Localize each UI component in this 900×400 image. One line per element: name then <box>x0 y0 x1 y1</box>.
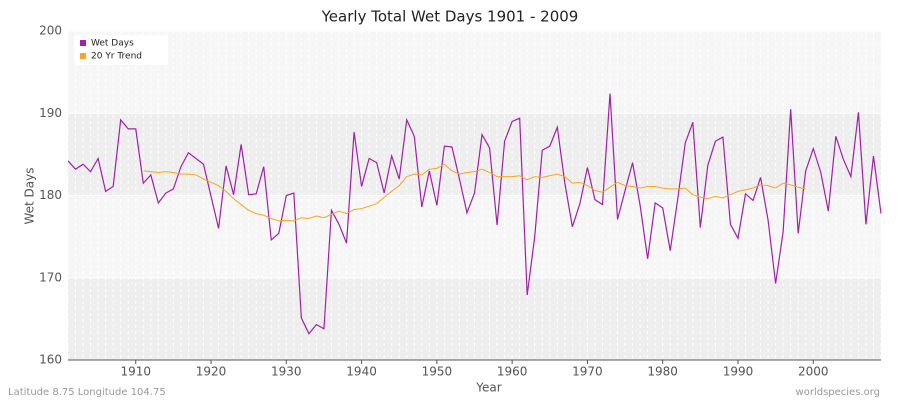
legend-box <box>74 35 168 65</box>
legend-label: Wet Days <box>91 39 134 49</box>
x-tick-label: 1950 <box>422 365 453 379</box>
y-axis-label: Wet Days <box>23 167 37 224</box>
legend-label: 20 Yr Trend <box>91 52 142 62</box>
x-tick-label: 1990 <box>723 365 754 379</box>
y-tick-label: 160 <box>39 353 62 367</box>
x-tick-label: 1920 <box>196 365 227 379</box>
footer-right: worldspecies.org <box>796 387 880 398</box>
legend-swatch <box>80 40 86 46</box>
y-tick-label: 170 <box>39 270 62 284</box>
x-tick-label: 1970 <box>572 365 603 379</box>
x-tick-label: 2000 <box>798 365 829 379</box>
legend-swatch <box>80 53 86 59</box>
x-axis-label: Year <box>475 381 501 395</box>
x-tick-label: 1910 <box>120 365 151 379</box>
x-tick-label: 1980 <box>647 365 678 379</box>
x-tick-label: 1960 <box>497 365 528 379</box>
x-tick-label: 1940 <box>346 365 377 379</box>
chart-title: Yearly Total Wet Days 1901 - 2009 <box>321 8 579 26</box>
y-tick-label: 190 <box>39 106 62 120</box>
footer-left: Latitude 8.75 Longitude 104.75 <box>8 387 166 398</box>
y-tick-label: 200 <box>39 24 62 38</box>
x-tick-label: 1930 <box>271 365 302 379</box>
y-tick-label: 180 <box>39 188 62 202</box>
series-line <box>143 163 806 222</box>
series-line <box>67 93 882 335</box>
